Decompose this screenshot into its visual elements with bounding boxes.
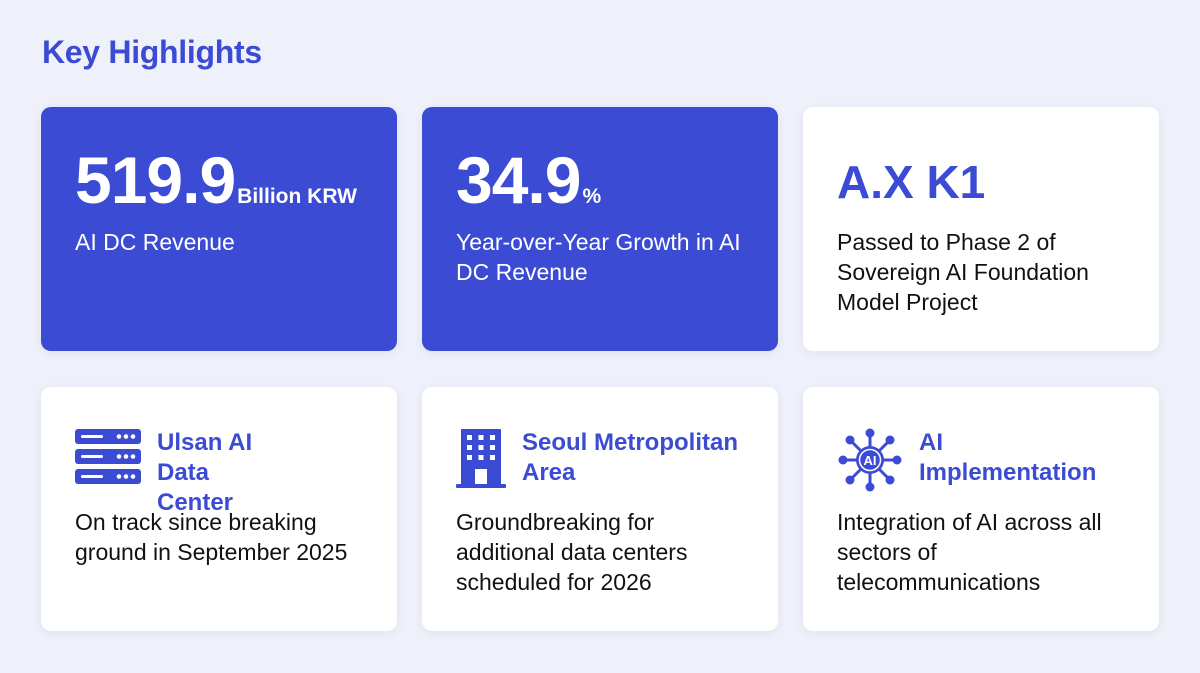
ai-card-description: Integration of AI across all sectors of … — [837, 509, 1102, 595]
ai-card-header: AI AI Implementation — [837, 427, 1119, 493]
ax-k1-logo: A.X K1 — [837, 155, 985, 209]
ax-k1-logo-text: A.X K1 — [837, 156, 986, 208]
seoul-card-description: Groundbreaking for additional data cente… — [456, 509, 688, 595]
server-rack-icon — [75, 429, 141, 484]
office-building-icon — [456, 429, 506, 488]
seoul-metropolitan-card: Seoul Metropolitan Area Groundbreaking f… — [422, 387, 778, 631]
ulsan-card-description: On track since breaking ground in Septem… — [75, 509, 348, 565]
growth-value: 34.9 — [456, 143, 581, 217]
revenue-description: AI DC Revenue — [75, 229, 235, 255]
ulsan-card-heading: Ulsan AI Data Center — [157, 429, 253, 516]
ulsan-data-center-card: Ulsan AI Data Center On track since brea… — [41, 387, 397, 631]
ax-k1-card: A.X K1 Passed to Phase 2 of Sovereign AI… — [803, 107, 1159, 351]
ai-network-icon-label: AI — [864, 453, 877, 468]
revenue-unit: Billion KRW — [237, 185, 357, 208]
ai-network-icon: AI — [838, 428, 902, 492]
growth-unit: % — [582, 185, 602, 208]
revenue-metric: 519.9Billion KRW — [75, 147, 357, 213]
ai-dc-revenue-card: 519.9Billion KRW AI DC Revenue — [41, 107, 397, 351]
growth-metric: 34.9% — [456, 147, 601, 213]
ai-card-heading: AI Implementation — [919, 429, 1097, 486]
ulsan-card-header: Ulsan AI Data Center — [75, 427, 277, 518]
revenue-value: 519.9 — [75, 143, 236, 217]
yoy-growth-card: 34.9% Year-over-Year Growth in AI DC Rev… — [422, 107, 778, 351]
page-title: Key Highlights — [42, 34, 262, 70]
seoul-card-heading: Seoul Metropolitan Area — [522, 429, 738, 486]
ai-implementation-card: AI AI Implementation Integration of AI a… — [803, 387, 1159, 631]
seoul-card-header: Seoul Metropolitan Area — [456, 427, 752, 489]
ax-k1-description: Passed to Phase 2 of Sovereign AI Founda… — [837, 229, 1089, 315]
growth-description: Year-over-Year Growth in AI DC Revenue — [456, 229, 741, 285]
